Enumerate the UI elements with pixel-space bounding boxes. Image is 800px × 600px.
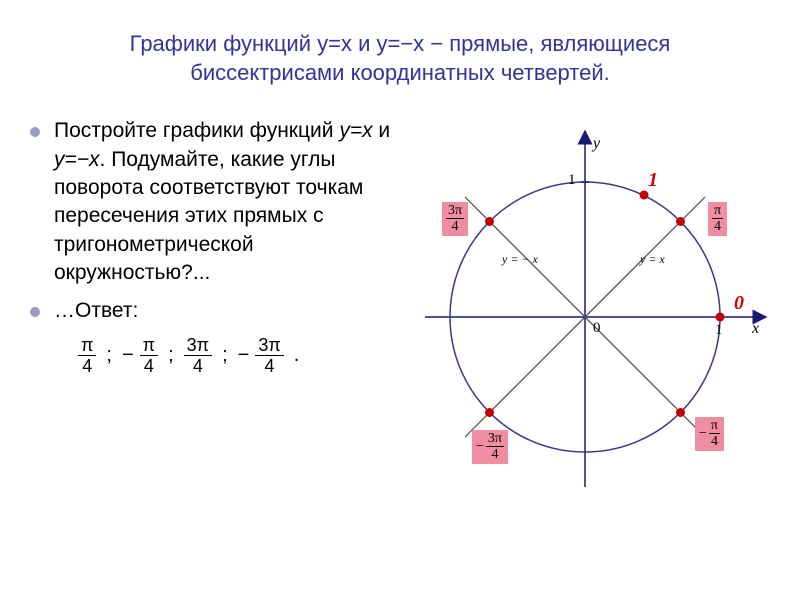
x-axis-label: x xyxy=(752,320,759,338)
angle-box-q4: − π4 xyxy=(695,417,724,451)
line-ynx-label: y = − x xyxy=(502,252,538,267)
answer-fraction: π4 xyxy=(78,336,96,375)
x-tick-1: 1 xyxy=(715,322,723,339)
bullet-icon xyxy=(30,307,40,317)
angle-box-q2: 3π4 xyxy=(442,202,468,236)
bullet-answer: …Ответ: xyxy=(30,297,400,325)
answer-fraction: 3π4 xyxy=(184,336,212,375)
bullet-icon xyxy=(30,127,40,137)
answer-values: π4;−π4;3π4;−3π4. xyxy=(30,336,400,375)
answer-fraction: π4 xyxy=(140,336,158,375)
y-tick-1: 1 xyxy=(568,172,576,189)
y-axis-label: y xyxy=(593,135,600,153)
highlight-one: 1 xyxy=(648,169,658,192)
content-row: Постройте графики функций y=x и y=−x. По… xyxy=(0,97,800,517)
angle-box-q3: − 3π4 xyxy=(472,430,508,464)
origin-label: 0 xyxy=(593,320,601,337)
angle-box-q1: π4 xyxy=(708,202,727,236)
slide-title: Графики функций y=x и y=−x − прямые, явл… xyxy=(0,0,800,97)
bullet-task: Постройте графики функций y=x и y=−x. По… xyxy=(30,117,400,287)
left-column: Постройте графики функций y=x и y=−x. По… xyxy=(30,117,410,497)
task-text: Постройте графики функций y=x и y=−x. По… xyxy=(54,117,400,287)
line-yx-label: y = x xyxy=(640,252,665,267)
diagram-area: y x 0 1 1 y = x y = − x 1 0 π4 3π4 − 3π4… xyxy=(410,117,770,497)
answer-label: …Ответ: xyxy=(54,297,138,325)
answer-fraction: 3π4 xyxy=(255,336,283,375)
highlight-zero: 0 xyxy=(734,292,744,315)
